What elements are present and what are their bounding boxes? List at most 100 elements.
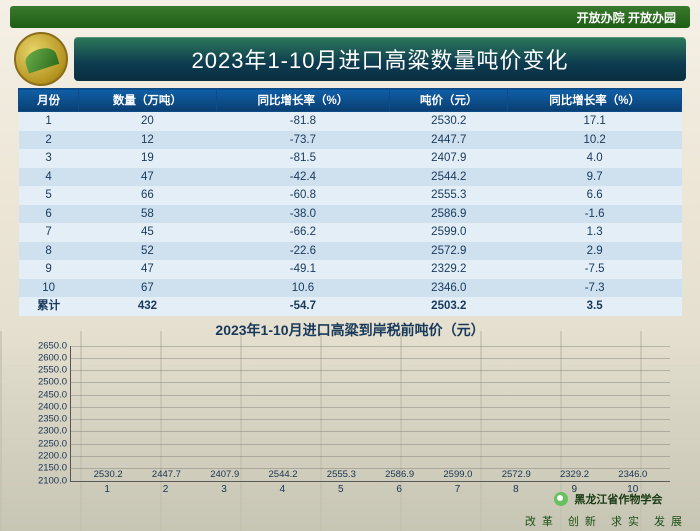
chart-title: 2023年1-10月进口高粱到岸税前吨价（元） xyxy=(24,320,676,340)
table-row: 106710.62346.0-7.3 xyxy=(19,279,682,298)
table-cell: 1.3 xyxy=(508,223,682,242)
y-axis-label: 2600.0 xyxy=(25,352,67,363)
x-axis-label: 5 xyxy=(319,484,363,500)
table-cell: 6 xyxy=(19,205,79,224)
data-table: 月份数量（万吨）同比增长率（%）吨价（元）同比增长率（%） 120-81.825… xyxy=(18,88,682,316)
table-cell: 2572.9 xyxy=(390,242,508,261)
y-axis-label: 2300.0 xyxy=(25,426,67,437)
table-cell: 58 xyxy=(79,205,216,224)
bar-column: 2530.2 xyxy=(86,469,130,481)
table-row: 745-66.22599.01.3 xyxy=(19,223,682,242)
table-cell: -66.2 xyxy=(216,223,390,242)
table-cell: -60.8 xyxy=(216,186,390,205)
bar-column: 2599.0 xyxy=(436,469,480,481)
topbar-text: 开放办院 开放办园 xyxy=(577,9,676,26)
table-cell: -1.6 xyxy=(508,205,682,224)
bar-column: 2407.9 xyxy=(203,469,247,481)
table-cell: 2503.2 xyxy=(390,297,508,316)
table-row: 447-42.42544.29.7 xyxy=(19,168,682,187)
y-axis-label: 2250.0 xyxy=(25,438,67,449)
y-axis-label: 2450.0 xyxy=(25,389,67,400)
haas-logo-icon xyxy=(14,32,68,86)
table-cell: 4 xyxy=(19,168,79,187)
table-cell: -42.4 xyxy=(216,168,390,187)
table-row: 212-73.72447.710.2 xyxy=(19,131,682,150)
bar-column: 2329.2 xyxy=(553,469,597,481)
grid-line xyxy=(71,346,670,347)
y-axis-label: 2200.0 xyxy=(25,450,67,461)
x-axis-label: 1 xyxy=(85,484,129,500)
table-cell: -38.0 xyxy=(216,205,390,224)
y-axis-label: 2550.0 xyxy=(25,365,67,376)
footer-source: 黑龙江省作物学会 xyxy=(574,491,662,507)
bar-value-label: 2586.9 xyxy=(385,469,414,480)
table-cell: 9.7 xyxy=(508,168,682,187)
table-cell: 2530.2 xyxy=(390,112,508,131)
y-axis-label: 2400.0 xyxy=(25,401,67,412)
table-cell: 3.5 xyxy=(508,297,682,316)
bar-value-label: 2530.2 xyxy=(94,469,123,480)
grid-line xyxy=(71,468,670,469)
table-cell: 2586.9 xyxy=(390,205,508,224)
x-axis-label: 2 xyxy=(144,484,188,500)
table-cell: 4.0 xyxy=(508,149,682,168)
bar-value-label: 2346.0 xyxy=(618,469,647,480)
table-header: 同比增长率（%） xyxy=(216,89,390,112)
table-cell: 52 xyxy=(79,242,216,261)
grid-line xyxy=(71,444,670,445)
grid-line xyxy=(71,456,670,457)
table-cell: 1 xyxy=(19,112,79,131)
table-cell: 10.6 xyxy=(216,279,390,298)
bar-column: 2346.0 xyxy=(611,469,655,481)
table-cell: 432 xyxy=(79,297,216,316)
table-cell: 2 xyxy=(19,131,79,150)
grid-line xyxy=(71,481,670,482)
table-cell: 17.1 xyxy=(508,112,682,131)
table-cell: 20 xyxy=(79,112,216,131)
table-cell: 2407.9 xyxy=(390,149,508,168)
y-axis-label: 2650.0 xyxy=(25,340,67,351)
bar-column: 2447.7 xyxy=(144,469,188,481)
table-cell: 7 xyxy=(19,223,79,242)
table-header: 吨价（元） xyxy=(390,89,508,112)
grid-line xyxy=(71,395,670,396)
table-cell: 5 xyxy=(19,186,79,205)
table-cell: -81.5 xyxy=(216,149,390,168)
page-title: 2023年1-10月进口高粱数量吨价变化 xyxy=(74,37,686,81)
table-row: 566-60.82555.36.6 xyxy=(19,186,682,205)
bar-column: 2586.9 xyxy=(378,469,422,481)
y-axis-label: 2150.0 xyxy=(25,463,67,474)
bar-value-label: 2447.7 xyxy=(152,469,181,480)
table-cell: 47 xyxy=(79,260,216,279)
table-cell: -22.6 xyxy=(216,242,390,261)
grid-line xyxy=(71,382,670,383)
table-cell: 2599.0 xyxy=(390,223,508,242)
bar-value-label: 2329.2 xyxy=(560,469,589,480)
bar-column: 2572.9 xyxy=(494,469,538,481)
bar-chart: 2530.22447.72407.92544.22555.32586.92599… xyxy=(24,342,676,500)
table-cell: -81.8 xyxy=(216,112,390,131)
table-cell: 2544.2 xyxy=(390,168,508,187)
x-axis-label: 7 xyxy=(436,484,480,500)
table-row: 120-81.82530.217.1 xyxy=(19,112,682,131)
table-cell: 2329.2 xyxy=(390,260,508,279)
grid-line xyxy=(71,419,670,420)
bar-value-label: 2407.9 xyxy=(210,469,239,480)
table-cell: 67 xyxy=(79,279,216,298)
x-axis-label: 3 xyxy=(202,484,246,500)
table-cell: -54.7 xyxy=(216,297,390,316)
table-cell: 2.9 xyxy=(508,242,682,261)
data-table-wrap: 月份数量（万吨）同比增长率（%）吨价（元）同比增长率（%） 120-81.825… xyxy=(18,88,682,316)
footer: 黑龙江省作物学会 改革 创新 求实 发展 xyxy=(525,491,692,529)
table-cell: -7.3 xyxy=(508,279,682,298)
table-cell: 8 xyxy=(19,242,79,261)
table-header: 同比增长率（%） xyxy=(508,89,682,112)
grid-line xyxy=(71,370,670,371)
bar-value-label: 2599.0 xyxy=(443,469,472,480)
table-cell: 45 xyxy=(79,223,216,242)
table-header: 月份 xyxy=(19,89,79,112)
leaf-icon xyxy=(23,45,60,74)
y-axis-label: 2500.0 xyxy=(25,377,67,388)
table-cell: -49.1 xyxy=(216,260,390,279)
table-cell: -7.5 xyxy=(508,260,682,279)
